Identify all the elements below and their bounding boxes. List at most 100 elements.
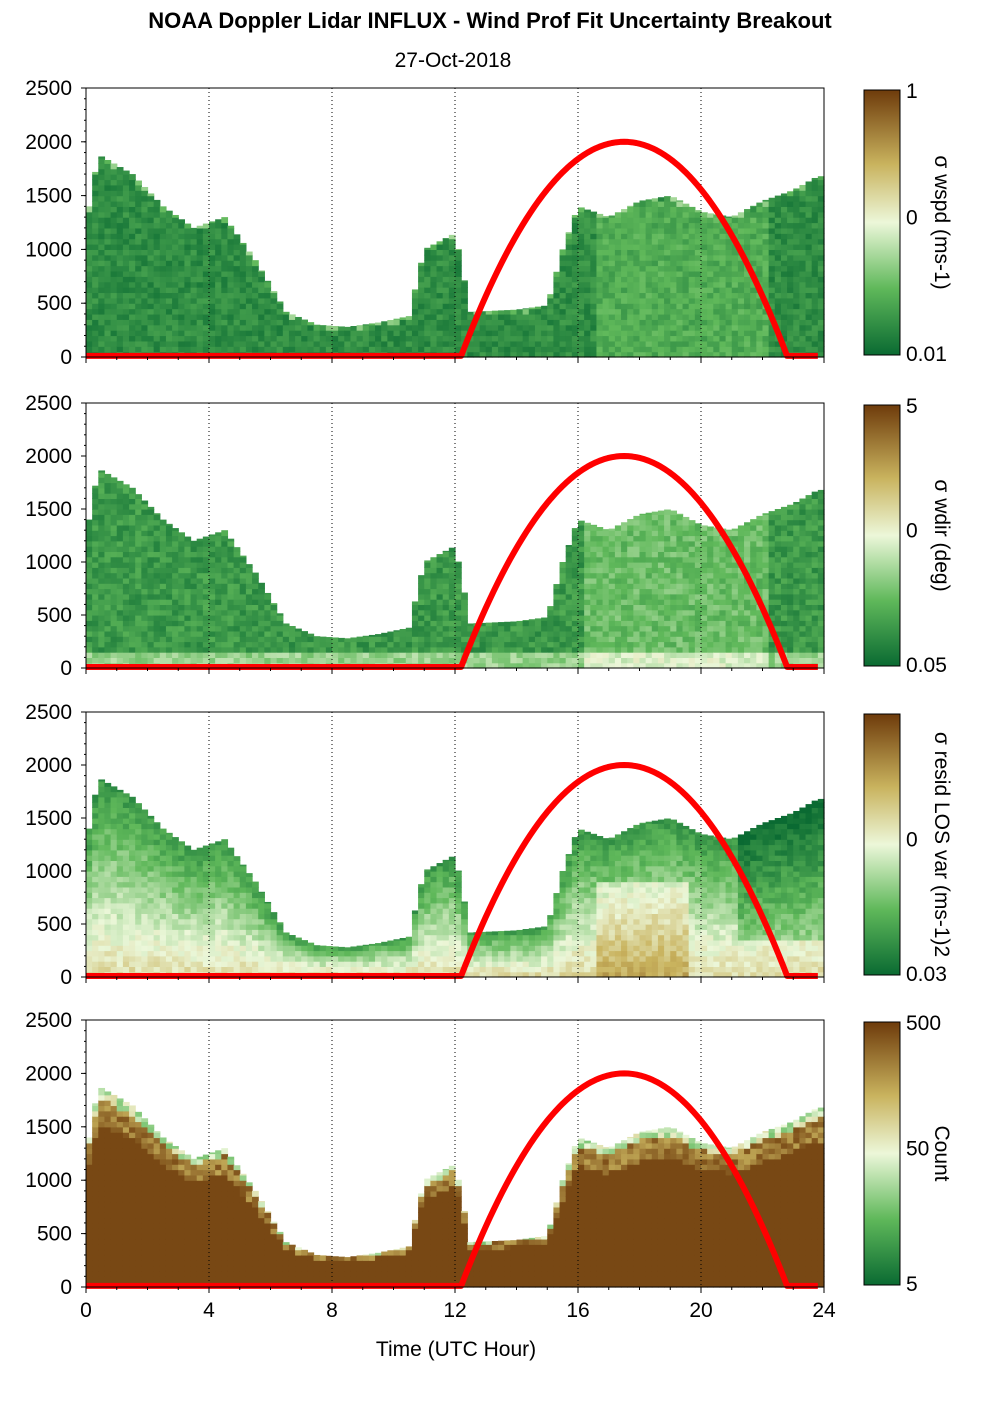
heatmap-cell: [774, 577, 782, 584]
heatmap-cell: [165, 604, 173, 611]
heatmap-cell: [762, 572, 770, 579]
heatmap-cell: [621, 276, 628, 283]
heatmap-cell: [153, 540, 161, 547]
heatmap-cell: [694, 599, 702, 605]
heatmap-cell: [756, 217, 764, 224]
heatmap-cell: [172, 646, 179, 653]
heatmap-cell: [411, 292, 419, 299]
heatmap-cell: [264, 324, 272, 331]
heatmap-cell: [731, 646, 739, 653]
heatmap-cell: [307, 657, 315, 664]
heatmap-cell: [98, 498, 106, 505]
heatmap-cell: [701, 588, 708, 595]
heatmap-cell: [153, 308, 161, 315]
heatmap-cell: [92, 249, 99, 256]
sun-elevation-curve: [86, 138, 818, 359]
heatmap-cell: [701, 593, 708, 600]
heatmap-cell: [190, 551, 198, 558]
heatmap-cell: [750, 546, 757, 552]
heatmap-cell: [498, 625, 505, 632]
heatmap-cell: [565, 233, 573, 240]
heatmap-cell: [731, 313, 739, 320]
heatmap-cell: [707, 572, 714, 579]
heatmap-cell: [565, 545, 573, 547]
heatmap-cell: [104, 200, 112, 207]
heatmap-cell: [633, 625, 641, 632]
heatmap-cell: [178, 219, 185, 224]
heatmap-cell: [608, 577, 616, 584]
heatmap-cell: [768, 646, 776, 653]
heatmap-cell: [553, 303, 561, 310]
heatmap-cell: [110, 200, 118, 207]
heatmap-cell: [485, 636, 493, 643]
heatmap-cell: [590, 599, 598, 605]
heatmap-cell: [135, 498, 142, 505]
heatmap-cell: [92, 599, 99, 605]
heatmap-cell: [405, 627, 413, 632]
heatmap-cell: [707, 244, 714, 250]
heatmap-cell: [737, 577, 745, 584]
heatmap-cell: [670, 330, 677, 337]
heatmap-cell: [670, 535, 677, 542]
heatmap-cell: [86, 222, 93, 229]
heatmap-cell: [774, 292, 782, 299]
heatmap-cell: [122, 503, 130, 510]
heatmap-cell: [571, 281, 579, 288]
heatmap-cell: [682, 254, 690, 261]
heatmap-cell: [448, 292, 456, 299]
heatmap-cell: [578, 287, 585, 294]
heatmap-cell: [731, 540, 739, 547]
heatmap-cell: [190, 233, 198, 240]
heatmap-cell: [98, 335, 106, 342]
heatmap-cell: [239, 555, 247, 558]
heatmap-cell: [744, 217, 751, 224]
heatmap-cell: [744, 636, 751, 643]
heatmap-cell: [657, 244, 665, 250]
heatmap-cell: [664, 509, 671, 515]
heatmap-cell: [153, 519, 161, 526]
heatmap-cell: [196, 225, 204, 229]
heatmap-cell: [92, 319, 99, 326]
heatmap-cell: [744, 593, 751, 600]
heatmap-cell: [541, 319, 548, 326]
heatmap-cell: [209, 630, 216, 637]
heatmap-cell: [418, 588, 425, 595]
heatmap-cell: [774, 620, 782, 627]
heatmap-cell: [670, 620, 677, 627]
heatmap-cell: [86, 546, 93, 552]
heatmap-cell: [713, 609, 721, 616]
heatmap-cell: [614, 562, 622, 568]
heatmap-cell: [147, 535, 155, 542]
heatmap-cell: [688, 662, 696, 669]
heatmap-cell: [719, 227, 727, 234]
heatmap-cell: [104, 540, 112, 547]
heatmap-cell: [276, 330, 284, 337]
heatmap-cell: [664, 217, 671, 224]
heatmap-cell: [221, 281, 229, 288]
heatmap-cell: [578, 260, 585, 267]
heatmap-cell: [92, 646, 99, 653]
heatmap-cell: [522, 662, 530, 669]
heatmap-cell: [448, 270, 456, 277]
heatmap-cell: [227, 303, 235, 310]
heatmap-cell: [645, 546, 653, 552]
heatmap-cell: [381, 646, 388, 653]
heatmap-cell: [744, 620, 751, 627]
heatmap-cell: [221, 265, 229, 272]
heatmap-cell: [313, 335, 321, 342]
heatmap-cell: [252, 641, 259, 648]
heatmap-cell: [448, 234, 456, 240]
heatmap-cell: [750, 652, 757, 658]
heatmap-cell: [344, 326, 352, 331]
heatmap-cell: [565, 265, 573, 272]
heatmap-cell: [368, 330, 376, 337]
heatmap-cell: [411, 657, 419, 664]
heatmap-cell: [448, 238, 456, 245]
heatmap-cell: [350, 657, 358, 664]
heatmap-cell: [731, 662, 739, 669]
heatmap-cell: [664, 276, 671, 283]
heatmap-cell: [744, 652, 751, 658]
heatmap-cell: [467, 625, 475, 632]
heatmap-cell: [725, 593, 733, 600]
heatmap-cell: [731, 567, 739, 574]
